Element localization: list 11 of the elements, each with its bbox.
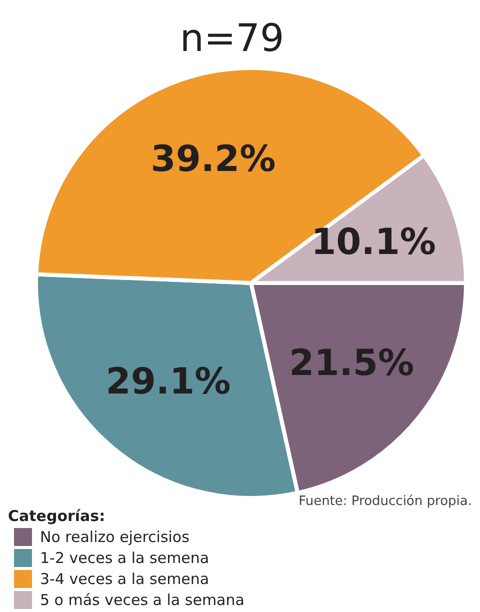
legend-title: Categorías: bbox=[8, 506, 106, 526]
source-note: Fuente: Producción propia. bbox=[298, 494, 472, 509]
legend-label: 1-2 veces a la semena bbox=[40, 548, 210, 568]
chart-title: n=79 bbox=[180, 16, 284, 60]
data-label: 10.1% bbox=[311, 222, 436, 264]
legend-label: No realizo ejercisios bbox=[40, 526, 190, 546]
legend-label: 3-4 veces a la semena bbox=[40, 568, 210, 588]
data-label: 29.1% bbox=[106, 361, 231, 402]
legend-label: 5 o más veces a la semana bbox=[40, 590, 244, 610]
data-label: 21.5% bbox=[289, 343, 414, 384]
data-label: 39.2% bbox=[150, 139, 276, 180]
